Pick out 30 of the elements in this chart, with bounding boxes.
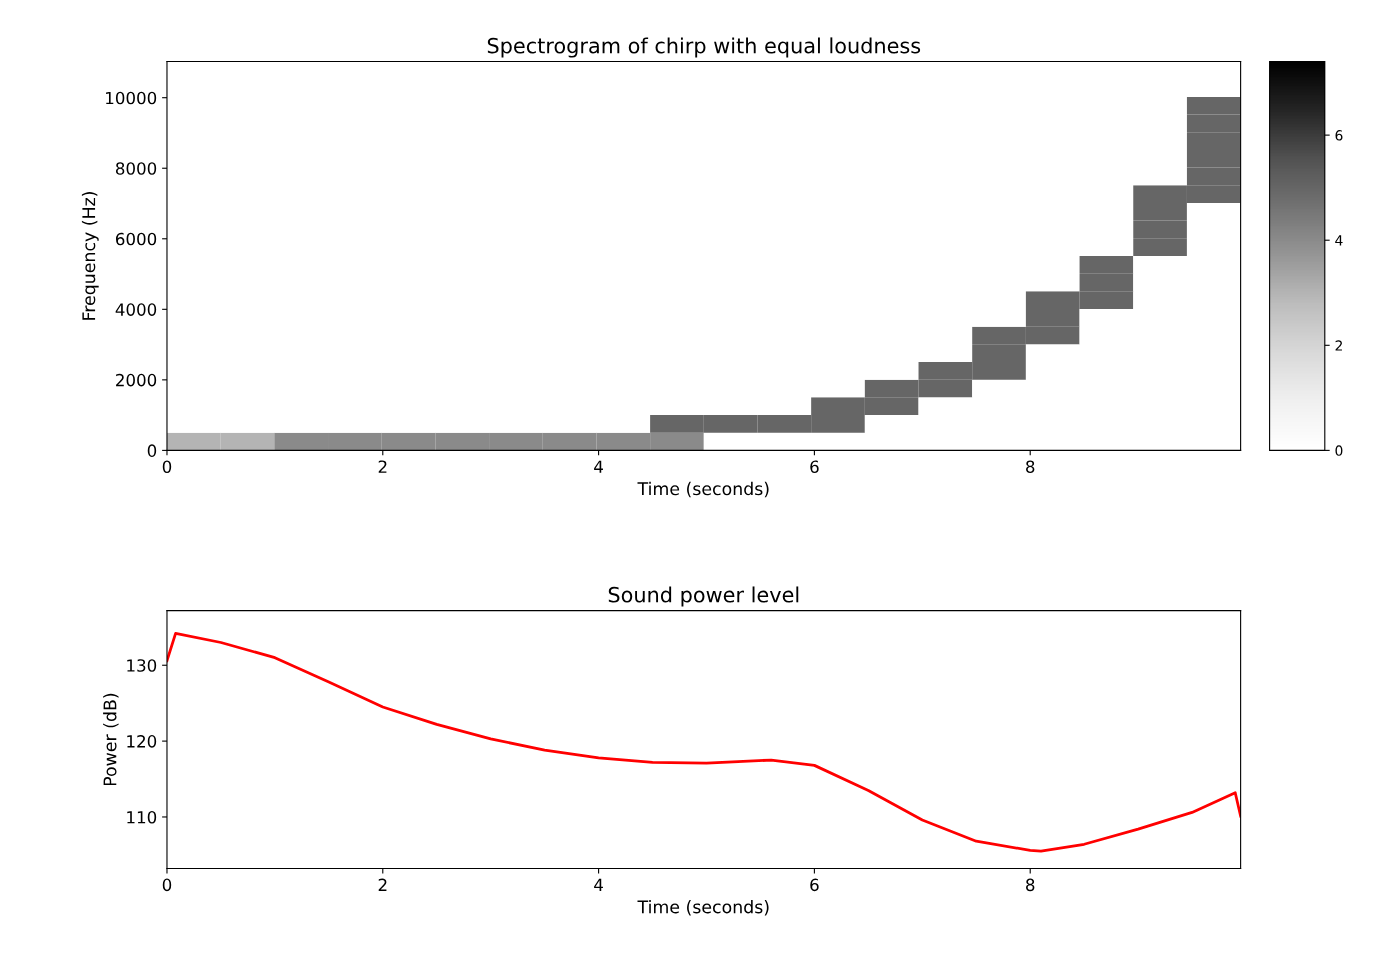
y-tick-label: 2000 [116,373,157,387]
y-axis-title: Frequency (Hz) [81,192,99,320]
y-axis-title: Power (dB) [103,693,119,786]
y-tick-label: 130 [127,659,157,672]
x-tick-label: 2 [378,460,387,473]
color-bar-label: 6 [1335,130,1343,141]
y-tick-label: 0 [147,444,157,457]
x-tick-label: 6 [810,878,819,892]
x-axis-title: Time (seconds) [637,481,769,498]
x-tick-label: 0 [162,460,172,474]
color-bar-label: 0 [1335,445,1343,456]
color-bar-label: 2 [1335,340,1342,351]
chart-title: Sound power level [608,586,799,607]
x-tick-label: 8 [1026,878,1035,892]
x-tick-label: 6 [810,460,819,474]
x-tick-label: 4 [594,460,603,473]
y-tick-label: 120 [127,735,157,748]
y-tick-label: 10000 [106,91,157,105]
x-tick-label: 2 [378,878,387,891]
color-bar-label: 4 [1335,235,1343,246]
x-tick-label: 4 [594,878,603,891]
x-tick-label: 0 [162,878,172,892]
chart-title: Spectrogram of chirp with equal loudness [487,37,921,58]
y-tick-label: 110 [127,810,157,824]
y-tick-label: 4000 [115,303,157,316]
x-tick-label: 8 [1026,460,1035,474]
line-series [166,631,1241,853]
y-tick-label: 8000 [115,162,157,175]
x-axis-title: Time (seconds) [637,899,769,916]
y-tick-label: 6000 [116,232,157,246]
